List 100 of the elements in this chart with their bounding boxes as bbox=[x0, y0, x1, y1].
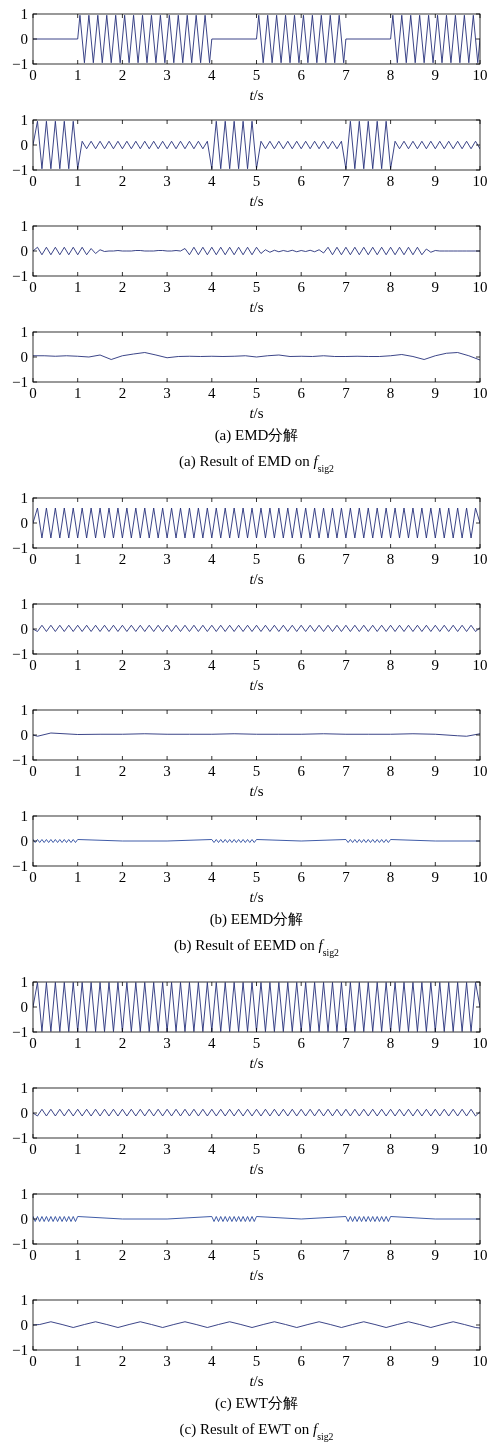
y-tick-label: 0 bbox=[20, 349, 28, 365]
x-tick-label: 3 bbox=[163, 67, 171, 83]
x-tick-label: 4 bbox=[208, 1141, 217, 1157]
x-tick-label: 10 bbox=[472, 1353, 488, 1369]
y-tick-label: 0 bbox=[20, 833, 28, 849]
line-series bbox=[33, 624, 480, 632]
x-tick-label: 5 bbox=[252, 657, 261, 673]
x-axis-title: t/s bbox=[249, 87, 264, 103]
x-tick-label: 3 bbox=[163, 657, 171, 673]
x-axis-title: t/s bbox=[249, 783, 264, 799]
x-tick-label: 1 bbox=[73, 1141, 82, 1157]
x-tick-label: 1 bbox=[73, 551, 82, 567]
x-tick-label: 3 bbox=[163, 1035, 171, 1051]
x-tick-label: 9 bbox=[431, 763, 440, 779]
y-tick-label: −1 bbox=[12, 646, 28, 662]
x-tick-label: 1 bbox=[73, 279, 82, 295]
x-tick-label: 9 bbox=[431, 173, 440, 189]
x-tick-label: 5 bbox=[252, 1035, 261, 1051]
x-tick-label: 8 bbox=[386, 385, 395, 401]
x-tick-label: 6 bbox=[297, 385, 306, 401]
x-tick-label: 8 bbox=[386, 279, 395, 295]
x-tick-label: 2 bbox=[118, 385, 127, 401]
x-tick-label: 4 bbox=[208, 385, 217, 401]
x-tick-label: 9 bbox=[431, 551, 440, 567]
x-tick-label: 8 bbox=[386, 763, 395, 779]
x-tick-label: 10 bbox=[472, 551, 488, 567]
y-tick-label: 1 bbox=[20, 112, 28, 128]
y-tick-label: 0 bbox=[20, 727, 28, 743]
y-tick-label: 0 bbox=[20, 999, 28, 1015]
x-tick-label: 2 bbox=[118, 279, 127, 295]
y-tick-label: −1 bbox=[12, 540, 28, 556]
x-tick-label: 2 bbox=[118, 1141, 127, 1157]
x-tick-label: 5 bbox=[252, 279, 261, 295]
x-tick-label: 10 bbox=[472, 1247, 488, 1263]
y-tick-label: 1 bbox=[20, 6, 28, 22]
x-tick-label: 1 bbox=[73, 657, 82, 673]
y-tick-label: 0 bbox=[20, 1105, 28, 1121]
x-tick-label: 6 bbox=[297, 763, 306, 779]
x-axis-title: t/s bbox=[249, 677, 264, 693]
x-tick-label: 7 bbox=[342, 385, 351, 401]
x-tick-label: 2 bbox=[118, 173, 127, 189]
x-tick-label: 2 bbox=[118, 1353, 127, 1369]
x-tick-label: 3 bbox=[163, 551, 171, 567]
x-tick-label: 1 bbox=[73, 385, 82, 401]
y-tick-label: 0 bbox=[20, 1317, 28, 1333]
x-tick-label: 9 bbox=[431, 657, 440, 673]
line-series bbox=[33, 352, 480, 361]
x-axis-title: t/s bbox=[249, 193, 264, 209]
x-tick-label: 4 bbox=[208, 67, 217, 83]
line-series bbox=[33, 120, 480, 170]
x-tick-label: 9 bbox=[431, 1035, 440, 1051]
x-tick-label: 9 bbox=[431, 869, 440, 885]
x-tick-label: 8 bbox=[386, 869, 395, 885]
y-tick-label: 0 bbox=[20, 621, 28, 637]
x-tick-label: 10 bbox=[472, 1141, 488, 1157]
x-tick-label: 4 bbox=[208, 279, 217, 295]
y-tick-label: 0 bbox=[20, 243, 28, 259]
x-tick-label: 9 bbox=[431, 1141, 440, 1157]
x-axis-title: t/s bbox=[249, 571, 264, 587]
text: (b) Result of EEMD on f$_{sig2}$ bbox=[173, 937, 340, 958]
x-tick-label: 1 bbox=[73, 173, 82, 189]
line-series bbox=[33, 1108, 480, 1117]
y-tick-label: 1 bbox=[20, 490, 28, 506]
x-tick-label: 2 bbox=[118, 67, 127, 83]
text: (c) EWT分解 bbox=[215, 1395, 298, 1412]
y-tick-label: 1 bbox=[20, 1292, 28, 1308]
x-tick-label: 6 bbox=[297, 279, 306, 295]
x-tick-label: 3 bbox=[163, 279, 171, 295]
x-tick-label: 6 bbox=[297, 551, 306, 567]
x-tick-label: 2 bbox=[118, 657, 127, 673]
x-tick-label: 9 bbox=[431, 1247, 440, 1263]
y-tick-label: 0 bbox=[20, 31, 28, 47]
y-tick-label: −1 bbox=[12, 1024, 28, 1040]
x-tick-label: 8 bbox=[386, 1035, 395, 1051]
x-tick-label: 9 bbox=[431, 279, 440, 295]
y-tick-label: −1 bbox=[12, 1130, 28, 1146]
x-axis-title: t/s bbox=[249, 299, 264, 315]
x-tick-label: 8 bbox=[386, 657, 395, 673]
x-tick-label: 7 bbox=[342, 173, 351, 189]
x-tick-label: 1 bbox=[73, 67, 82, 83]
x-tick-label: 4 bbox=[208, 763, 217, 779]
x-tick-label: 10 bbox=[472, 173, 488, 189]
x-tick-label: 10 bbox=[472, 67, 488, 83]
y-tick-label: −1 bbox=[12, 752, 28, 768]
y-tick-label: 1 bbox=[20, 702, 28, 718]
x-tick-label: 6 bbox=[297, 173, 306, 189]
x-tick-label: 5 bbox=[252, 67, 261, 83]
x-tick-label: 6 bbox=[297, 1141, 306, 1157]
x-tick-label: 6 bbox=[297, 67, 306, 83]
x-tick-label: 5 bbox=[252, 1141, 261, 1157]
x-tick-label: 8 bbox=[386, 1141, 395, 1157]
text: (b) EEMD分解 bbox=[209, 911, 304, 928]
x-tick-label: 7 bbox=[342, 1247, 351, 1263]
text: (a) EMD分解 bbox=[214, 427, 299, 444]
x-tick-label: 1 bbox=[73, 1035, 82, 1051]
y-tick-label: 1 bbox=[20, 974, 28, 990]
x-tick-label: 7 bbox=[342, 1035, 351, 1051]
x-tick-label: 4 bbox=[208, 1035, 217, 1051]
x-tick-label: 6 bbox=[297, 1035, 306, 1051]
x-tick-label: 2 bbox=[118, 1247, 127, 1263]
